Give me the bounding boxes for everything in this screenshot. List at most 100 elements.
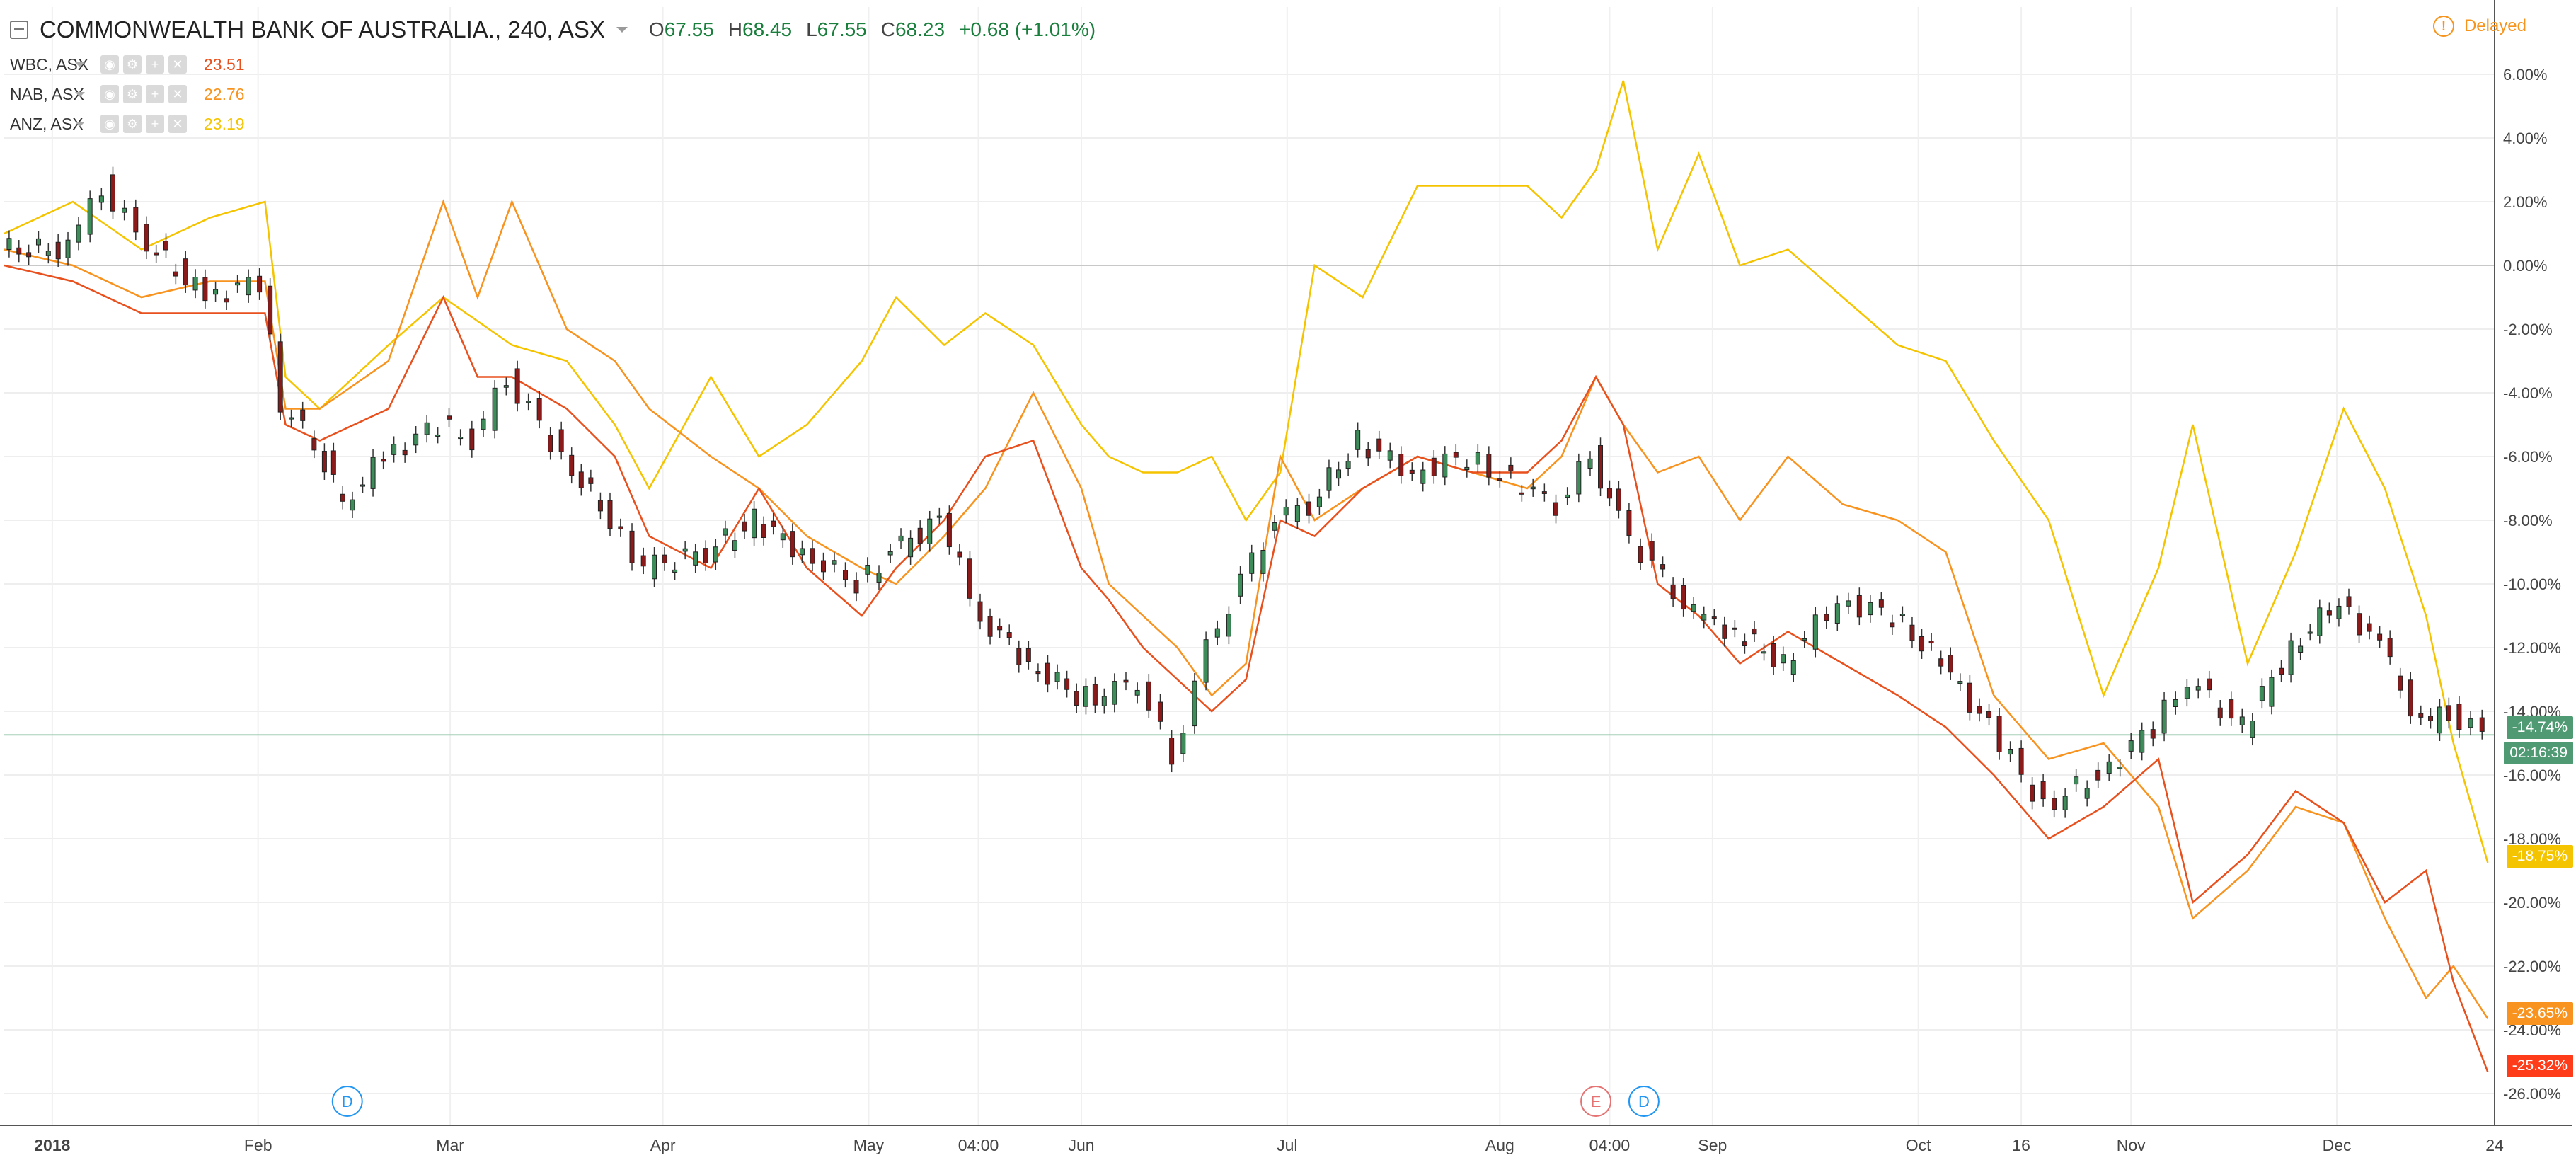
candle-body <box>2161 699 2167 734</box>
event-marker[interactable] <box>1580 1086 1612 1117</box>
candle-body <box>1409 469 1415 474</box>
candle-body <box>936 515 942 518</box>
close-icon[interactable]: ✕ <box>168 115 187 133</box>
y-tick-label: -8.00% <box>2503 512 2553 529</box>
compare-value: 23.51 <box>204 54 245 74</box>
candle-body <box>1868 602 1873 616</box>
candle-body <box>2468 718 2473 728</box>
chevron-down-icon[interactable] <box>616 27 628 33</box>
candle-body <box>424 422 430 435</box>
candle-body <box>45 251 51 256</box>
compare-symbol-name[interactable]: NAB, ASX <box>10 84 84 103</box>
plus-icon[interactable]: + <box>146 85 164 103</box>
candle-body <box>1192 680 1197 727</box>
candle-body <box>16 247 22 255</box>
candle-body <box>1442 453 1448 478</box>
candle-body <box>1294 505 1300 522</box>
candle-body <box>311 438 317 451</box>
series-line-wbc <box>4 264 2489 1072</box>
gear-icon[interactable]: ⚙ <box>123 85 142 103</box>
ohlc-open: O67.55 <box>649 18 714 41</box>
candle-body <box>413 433 419 446</box>
countdown-tag: 02:16:39 <box>2504 742 2573 764</box>
chevron-down-icon[interactable] <box>75 121 85 127</box>
candle-body <box>1238 573 1243 597</box>
compare-value: 22.76 <box>204 84 245 103</box>
candle-body <box>1453 452 1459 458</box>
event-marker-letter: D <box>1638 1093 1650 1111</box>
plus-icon[interactable]: + <box>146 115 164 133</box>
candle-body <box>289 417 294 420</box>
candle-body <box>1649 541 1655 561</box>
close-icon[interactable]: ✕ <box>168 55 187 74</box>
y-tick-label: -10.00% <box>2503 575 2561 593</box>
candle-body <box>55 241 61 260</box>
candle-body <box>908 537 914 558</box>
gear-icon[interactable]: ⚙ <box>123 115 142 133</box>
candle-body <box>1486 454 1492 478</box>
x-tick-label: Sep <box>1698 1136 1727 1154</box>
candle-body <box>1006 632 1012 638</box>
ohlc-close: C68.23 <box>881 18 945 41</box>
candle-body <box>2084 788 2090 799</box>
candle-body <box>2298 645 2304 653</box>
event-marker[interactable] <box>1628 1086 1660 1117</box>
candle-body <box>876 573 882 582</box>
ohlc-close-value: 68.23 <box>895 18 945 40</box>
x-tick-label: May <box>853 1136 885 1154</box>
ohlc-open-value: 67.55 <box>664 18 714 40</box>
y-tick-label: 2.00% <box>2503 193 2547 211</box>
ohlc-high: H68.45 <box>728 18 792 41</box>
chevron-down-icon[interactable] <box>75 91 85 97</box>
candle-body <box>2128 740 2134 752</box>
eye-icon[interactable]: ◉ <box>100 115 119 133</box>
candle-body <box>173 271 178 277</box>
candle-body <box>1214 628 1220 638</box>
candle-body <box>2456 704 2462 730</box>
x-tick-label: 04:00 <box>1589 1136 1631 1154</box>
candle-body <box>2018 747 2024 775</box>
candle-body <box>2062 796 2068 810</box>
candle-body <box>2269 677 2275 707</box>
candle-body <box>2207 678 2212 691</box>
close-icon[interactable]: ✕ <box>168 85 187 103</box>
compare-value: 23.19 <box>204 114 245 133</box>
candle-body <box>1587 458 1593 469</box>
candle-body <box>1834 603 1840 624</box>
delayed-status[interactable]: ! Delayed <box>2432 16 2526 37</box>
candle-body <box>514 368 520 404</box>
event-marker-letter: D <box>342 1093 353 1111</box>
x-tick-label: Jun <box>1068 1136 1094 1154</box>
candle-body <box>2326 610 2332 616</box>
eye-icon[interactable]: ◉ <box>100 85 119 103</box>
candle-body <box>2279 667 2284 675</box>
candle-body <box>1967 682 1972 713</box>
candle-body <box>2437 706 2442 734</box>
compare-symbol-name[interactable]: ANZ, ASX <box>10 114 84 133</box>
chevron-down-icon[interactable] <box>75 62 85 67</box>
candle-body <box>2408 679 2413 717</box>
candle-body <box>1519 492 1524 495</box>
eye-icon[interactable]: ◉ <box>100 55 119 74</box>
candle-body <box>1146 681 1151 711</box>
candle-body <box>1316 496 1322 507</box>
plus-icon[interactable]: + <box>146 55 164 74</box>
gear-icon[interactable]: ⚙ <box>123 55 142 74</box>
candle-body <box>469 428 475 451</box>
candle-body <box>1112 681 1117 705</box>
candle-body <box>300 409 306 421</box>
ohlc-low-value: 67.55 <box>817 18 867 40</box>
symbol-title[interactable]: COMMONWEALTH BANK OF AUSTRALIA., 240, AS… <box>40 16 605 42</box>
candle-body <box>503 385 509 388</box>
candle-body <box>1761 651 1767 654</box>
candle-body <box>1957 681 1963 684</box>
collapse-toggle[interactable] <box>10 21 28 39</box>
candle-body <box>1576 461 1582 495</box>
candle-body <box>122 207 127 213</box>
event-marker[interactable] <box>331 1086 363 1117</box>
candle-body <box>569 454 575 476</box>
candle-body <box>2173 699 2178 708</box>
candle-body <box>2398 675 2403 691</box>
